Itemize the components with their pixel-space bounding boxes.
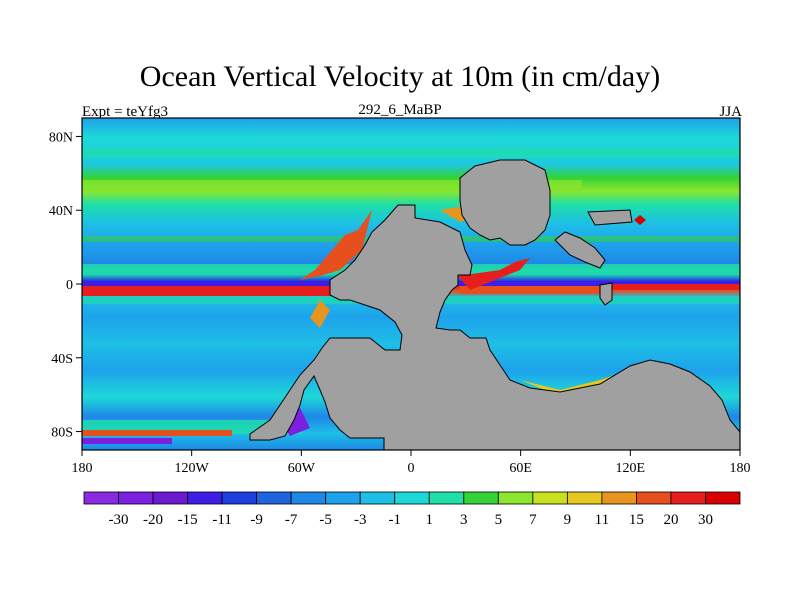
axis-ticks: 180 120W 60W 0 60E 120E 180 80N 40N 0 40S 80S bbox=[49, 130, 751, 476]
colorbar-label: 30 bbox=[698, 512, 713, 528]
colorbar-label: -5 bbox=[319, 512, 332, 528]
colorbar-label: 3 bbox=[460, 512, 468, 528]
x-tick-label: 180 bbox=[72, 461, 93, 476]
x-tick-label: 0 bbox=[408, 461, 415, 476]
southern-ocean-downwelling bbox=[82, 438, 172, 444]
colorbar: -30 -20 -15 -11 -9 -7 -5 -3 -1 1 3 5 7 9 11 15 20 30 bbox=[83, 491, 741, 528]
x-tick-label: 180 bbox=[730, 461, 751, 476]
northeast-island bbox=[587, 209, 633, 226]
colorbar-box bbox=[256, 491, 292, 505]
colorbar-label: -20 bbox=[143, 512, 163, 528]
midlatitude-streak bbox=[82, 180, 582, 188]
colorbar-box bbox=[705, 491, 741, 505]
chart-title: Ocean Vertical Velocity at 10m (in cm/da… bbox=[139, 60, 661, 93]
colorbar-box bbox=[394, 491, 430, 505]
equatorial-upwelling-east bbox=[460, 286, 610, 294]
colorbar-box bbox=[221, 491, 258, 505]
x-tick-label: 120E bbox=[616, 461, 646, 476]
colorbar-box bbox=[497, 491, 534, 505]
x-tick-label: 60E bbox=[509, 461, 532, 476]
land-masses bbox=[249, 159, 740, 450]
colorbar-label: 15 bbox=[629, 512, 644, 528]
colorbar-box bbox=[359, 491, 396, 505]
colorbar-box bbox=[601, 491, 637, 505]
colorbar-label: 1 bbox=[426, 512, 434, 528]
colorbar-box bbox=[532, 491, 568, 505]
x-tick-label: 60W bbox=[288, 461, 316, 476]
y-tick-label: 40S bbox=[51, 352, 73, 367]
colorbar-box bbox=[670, 491, 706, 505]
colorbar-box bbox=[566, 491, 603, 505]
colorbar-box bbox=[325, 491, 361, 505]
island-upwelling bbox=[634, 215, 646, 225]
colorbar-box bbox=[636, 491, 672, 505]
pangaea-landmass bbox=[249, 204, 740, 450]
continent-north-upwelling bbox=[458, 258, 530, 290]
age-label: 292_6_MaBP bbox=[358, 102, 442, 118]
colorbar-label: 20 bbox=[663, 512, 678, 528]
southern-continent-coast bbox=[520, 370, 630, 396]
equatorial-island bbox=[599, 282, 613, 306]
pacific-coast-upwelling bbox=[300, 210, 372, 280]
colorbar-label: -30 bbox=[109, 512, 129, 528]
eastern-peninsula bbox=[554, 231, 606, 269]
colorbar-box bbox=[290, 491, 327, 505]
colorbar-label: -7 bbox=[285, 512, 298, 528]
southern-ocean-upwelling bbox=[82, 430, 232, 436]
x-tick-label: 120W bbox=[175, 461, 210, 476]
colorbar-box bbox=[83, 491, 119, 505]
northern-streak bbox=[82, 148, 740, 158]
colorbar-box bbox=[428, 491, 465, 505]
pacific-coast-upwelling-south bbox=[310, 300, 330, 328]
colorbar-label: 5 bbox=[495, 512, 503, 528]
colorbar-label: 7 bbox=[529, 512, 537, 528]
y-tick-label: 40N bbox=[49, 204, 73, 219]
colorbar-label: 11 bbox=[595, 512, 609, 528]
northern-continent bbox=[459, 159, 551, 246]
colorbar-label: -11 bbox=[212, 512, 231, 528]
y-tick-label: 80N bbox=[49, 130, 73, 145]
y-tick-label: 80S bbox=[51, 426, 73, 441]
equatorial-upwelling-far-east bbox=[610, 284, 740, 290]
colorbar-box bbox=[152, 491, 188, 505]
map-field bbox=[82, 118, 740, 450]
colorbar-box bbox=[187, 491, 223, 505]
y-tick-label: 0 bbox=[66, 278, 73, 293]
experiment-label: Expt = teYfg3 bbox=[82, 104, 168, 120]
colorbar-label: -3 bbox=[354, 512, 367, 528]
colorbar-label: -1 bbox=[388, 512, 401, 528]
colorbar-box bbox=[463, 491, 499, 505]
season-label: JJA bbox=[719, 104, 742, 120]
colorbar-box bbox=[118, 491, 154, 505]
equatorial-upwelling-west bbox=[82, 286, 332, 296]
colorbar-label: -15 bbox=[178, 512, 198, 528]
colorbar-label: -9 bbox=[250, 512, 263, 528]
colorbar-label: 9 bbox=[564, 512, 572, 528]
